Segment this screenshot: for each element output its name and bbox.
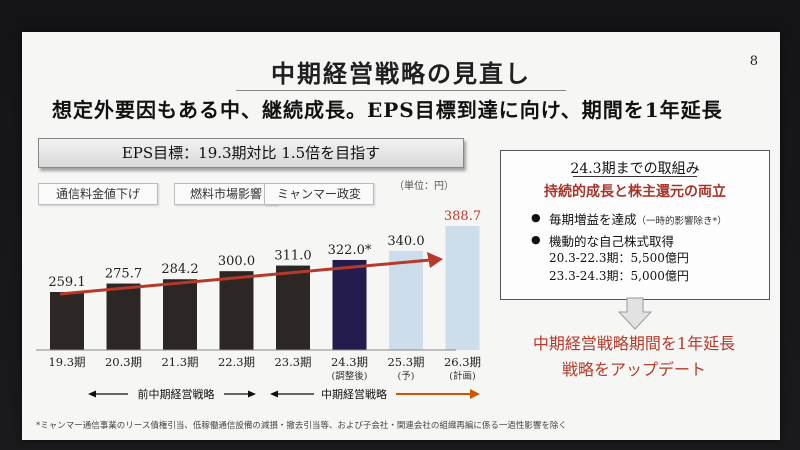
title-underline bbox=[236, 90, 566, 91]
value-label-5: 322.0* bbox=[328, 243, 372, 258]
current-period-arrow: 中期経営戦略 bbox=[270, 387, 480, 401]
bullet-dot-icon: ● bbox=[531, 233, 541, 246]
value-label-0: 259.1 bbox=[48, 275, 85, 290]
initiatives-heading-underline bbox=[573, 176, 697, 177]
category-label-6: 25.3期 bbox=[387, 355, 424, 369]
previous-period-arrow: 前中期経営戦略 bbox=[88, 387, 256, 401]
category-label-3: 22.3期 bbox=[218, 355, 255, 369]
down-arrow-icon bbox=[618, 297, 652, 330]
factor-tag-myanmar: ミャンマー政変 bbox=[264, 183, 374, 205]
value-label-1: 275.7 bbox=[105, 267, 142, 282]
category-note-7: (計画) bbox=[449, 370, 475, 382]
slide-subtitle: 想定外要因もある中、継続成長。EPS目標到達に向け、期間を1年延長 bbox=[52, 98, 723, 122]
slide: 中期経営戦略の見直し 8 想定外要因もある中、継続成長。EPS目標到達に向け、期… bbox=[22, 32, 780, 440]
category-label-1: 20.3期 bbox=[105, 355, 142, 369]
bar-7 bbox=[445, 226, 480, 350]
bar-0 bbox=[50, 292, 84, 350]
previous-period-label: 前中期経営戦略 bbox=[138, 387, 215, 401]
value-label-2: 284.2 bbox=[161, 262, 198, 277]
bullet-buyback: 機動的な自己株式取得 bbox=[549, 234, 675, 249]
value-label-7: 388.7 bbox=[444, 209, 481, 224]
eps-target-box: EPS目標：19.3期対比 1.5倍を目指す bbox=[38, 138, 464, 168]
slide-title: 中期経営戦略の見直し bbox=[271, 59, 531, 88]
category-labels-group: 19.3期 20.3期 21.3期 22.3期 23.3期 24.3期(調整後) 25.3期… bbox=[48, 355, 481, 382]
initiatives-box: 24.3期までの取組み 持続的成長と株主還元の両立 ● 毎期増益を達成（一時的影… bbox=[500, 150, 770, 300]
bar-4 bbox=[276, 265, 310, 350]
category-label-0: 19.3期 bbox=[48, 355, 85, 369]
category-label-2: 21.3期 bbox=[161, 355, 198, 369]
trend-arrow bbox=[59, 252, 443, 296]
bullet-dot-icon: ● bbox=[531, 211, 541, 224]
bullet-profit-growth: 毎期増益を達成（一時的影響除き*） bbox=[549, 212, 727, 227]
bar-3 bbox=[219, 271, 254, 350]
value-label-3: 300.0 bbox=[218, 254, 255, 269]
initiatives-heading: 24.3期までの取組み bbox=[570, 161, 700, 177]
factor-tag-fuel: 燃料市場影響 bbox=[174, 183, 278, 205]
value-label-6: 340.0 bbox=[387, 234, 424, 249]
page-number: 8 bbox=[749, 54, 758, 69]
eps-bar-chart: 259.1 275.7 284.2 300.0 311.0 322.0* 340.0 388.… bbox=[36, 209, 481, 401]
result-extend-period: 中期経営戦略期間を1年延長 bbox=[532, 334, 736, 353]
bullet-note: （一時的影響除き*） bbox=[636, 216, 727, 227]
buyback-period-1: 20.3-22.3期：5,500億円 bbox=[549, 251, 689, 265]
category-label-5: 24.3期 bbox=[331, 355, 368, 369]
bars-group bbox=[50, 226, 480, 350]
result-update-strategy: 戦略をアップデート bbox=[561, 360, 706, 379]
trend-arrow-head bbox=[427, 252, 443, 268]
category-note-6: (予) bbox=[398, 371, 415, 382]
buyback-period-2: 23.3-24.3期：5,000億円 bbox=[549, 269, 689, 283]
factor-tag-rate-cut: 通信料金値下げ bbox=[38, 183, 158, 205]
bar-2 bbox=[163, 279, 197, 350]
category-label-7: 26.3期 bbox=[444, 355, 481, 369]
footnote: *ミャンマー通信事業のリース債権引当、低稼働通信設備の減損・撤去引当等、および子… bbox=[36, 421, 567, 431]
trend-arrow-line bbox=[59, 258, 431, 296]
bar-5 bbox=[332, 259, 367, 350]
current-period-label: 中期経営戦略 bbox=[321, 387, 387, 401]
category-note-5: (調整後) bbox=[332, 370, 368, 382]
bar-6 bbox=[389, 250, 423, 350]
value-label-4: 311.0 bbox=[274, 249, 311, 264]
bar-1 bbox=[106, 283, 141, 350]
initiatives-subheading: 持続的成長と株主還元の両立 bbox=[544, 184, 726, 200]
value-labels-group: 259.1 275.7 284.2 300.0 311.0 322.0* 340.0 388.… bbox=[48, 209, 481, 290]
unit-label: （単位：円） bbox=[394, 181, 454, 192]
category-label-4: 23.3期 bbox=[274, 355, 311, 369]
